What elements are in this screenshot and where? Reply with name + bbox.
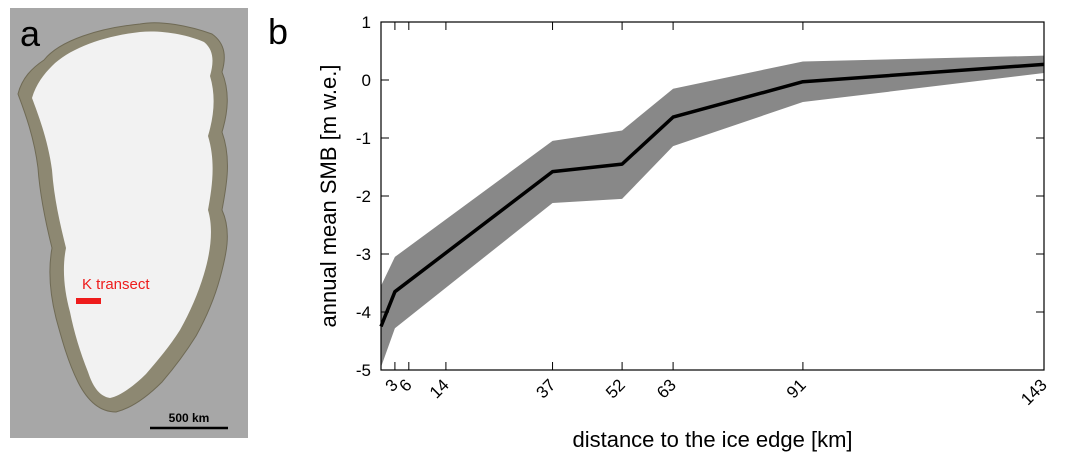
ice-sheet bbox=[32, 31, 214, 399]
x-tick-label: 91 bbox=[783, 375, 810, 402]
panel-a: K transect 500 km a bbox=[10, 8, 248, 438]
panel-a-letter: a bbox=[20, 13, 41, 54]
uncertainty-band bbox=[381, 55, 1044, 368]
x-tick-label: 52 bbox=[602, 375, 629, 402]
y-tick-label: -5 bbox=[356, 361, 371, 380]
x-tick-label: 14 bbox=[426, 375, 453, 402]
y-tick-label: -1 bbox=[356, 129, 371, 148]
x-tick-label: 63 bbox=[653, 375, 680, 402]
scale-bar-label: 500 km bbox=[169, 411, 210, 425]
mean-smb-line bbox=[379, 62, 1045, 328]
y-tick-label: 0 bbox=[362, 71, 371, 90]
y-tick-label: -2 bbox=[356, 187, 371, 206]
y-tick-label: -3 bbox=[356, 245, 371, 264]
k-transect-label: K transect bbox=[82, 276, 150, 293]
panel-b-letter: b bbox=[268, 11, 288, 52]
x-tick-label: 6 bbox=[396, 375, 416, 395]
x-axis-title: distance to the ice edge [km] bbox=[572, 427, 852, 452]
y-tick-label: -4 bbox=[356, 303, 371, 322]
y-tick-label: 1 bbox=[362, 13, 371, 32]
x-tick-label: 37 bbox=[533, 375, 560, 402]
y-axis-title: annual mean SMB [m w.e.] bbox=[316, 65, 341, 328]
x-tick-label: 143 bbox=[1017, 375, 1050, 408]
